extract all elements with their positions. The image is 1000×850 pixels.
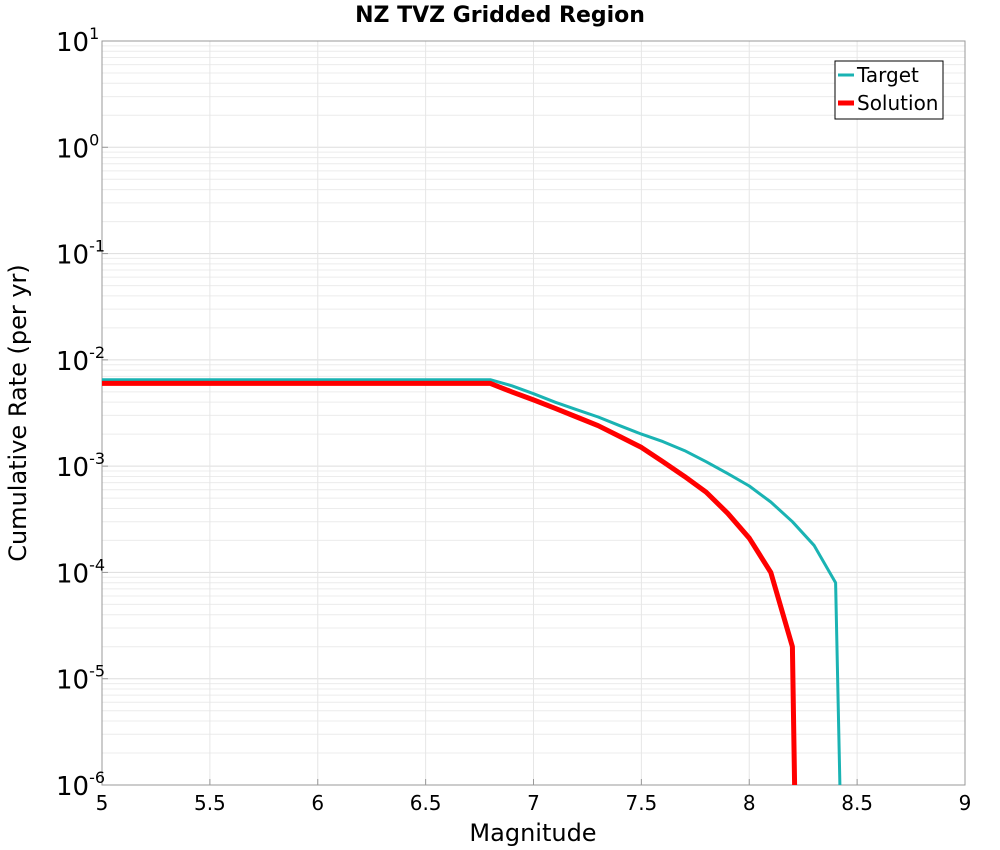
legend-box: [834, 60, 944, 120]
x-axis-ticks: 5 5.5 6 6.5 7 7.5 8 8.5 9: [96, 779, 972, 815]
y-tick-label: 10-5: [56, 662, 105, 696]
x-tick-label: 6.5: [410, 791, 442, 815]
y-axis-label: Cumulative Rate (per yr): [4, 264, 32, 562]
x-axis-label: Magnitude: [469, 819, 596, 847]
y-tick-label: 10-1: [56, 237, 105, 271]
y-axis-ticks: 101 100 10-1 10-2 10-3 10-4 10-5 10-6: [56, 24, 108, 802]
y-tick-label: 10-6: [56, 768, 105, 802]
x-tick-label: 7.5: [625, 791, 657, 815]
series-line-target: [102, 378, 842, 786]
x-tick-label: 9: [959, 791, 972, 815]
x-tick-label: 8: [743, 791, 756, 815]
y-tick-label: 10-3: [56, 449, 105, 483]
y-tick-label: 100: [56, 130, 99, 164]
chart-title: NZ TVZ Gridded Region: [355, 3, 645, 28]
y-tick-label: 10-2: [56, 343, 105, 377]
series-layer: [102, 378, 842, 786]
legend-label-solution: Solution: [857, 91, 938, 115]
y-tick-label: 10-4: [56, 555, 105, 589]
x-tick-label: 5.5: [194, 791, 226, 815]
legend: Target Solution: [834, 60, 944, 120]
x-tick-label: 8.5: [841, 791, 873, 815]
x-tick-label: 7: [527, 791, 540, 815]
legend-label-target: Target: [856, 63, 919, 87]
series-line-solution: [102, 380, 798, 786]
grid-lines: [101, 41, 966, 786]
x-tick-label: 6: [311, 791, 324, 815]
x-tick-label: 5: [96, 791, 109, 815]
y-tick-label: 101: [56, 24, 99, 58]
